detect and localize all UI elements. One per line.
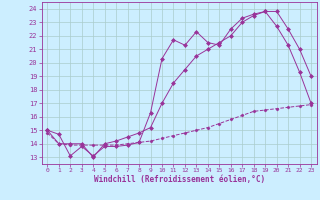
X-axis label: Windchill (Refroidissement éolien,°C): Windchill (Refroidissement éolien,°C) xyxy=(94,175,265,184)
